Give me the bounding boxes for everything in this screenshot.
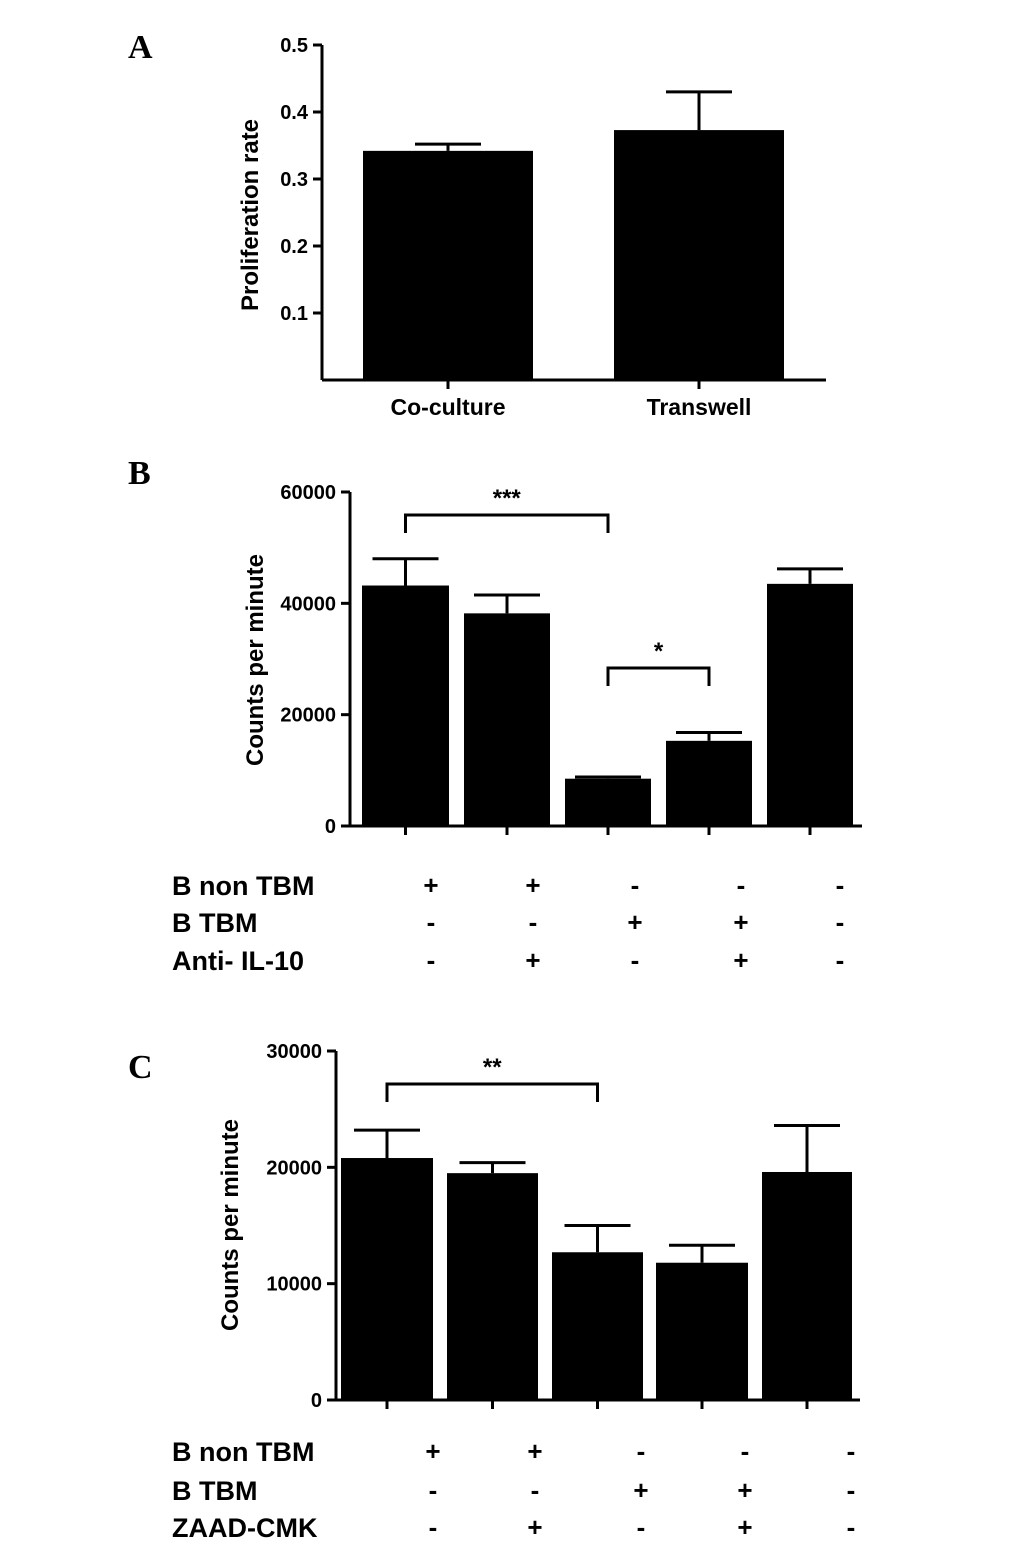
bar [762,1171,852,1400]
condition-sign: - [631,870,640,900]
condition-sign: + [423,870,438,900]
condition-sign: + [525,870,540,900]
significance-bracket [606,666,711,686]
y-tick-label: 60000 [280,482,336,504]
bar [614,130,784,380]
condition-label: Anti- IL-10 [172,946,304,976]
bar [341,1158,433,1400]
significance-bracket [385,1082,599,1102]
y-tick-label: 20000 [266,1157,322,1179]
condition-sign: + [733,907,748,937]
bar [565,778,651,826]
bar [464,613,550,826]
bar [656,1262,748,1400]
condition-label: B TBM [172,908,257,938]
condition-sign: - [429,1512,438,1542]
condition-label: ZAAD-CMK [172,1513,318,1543]
condition-label: B non TBM [172,871,314,901]
condition-sign: + [425,1436,440,1466]
condition-sign: - [429,1475,438,1505]
x-tick-label: Transwell [647,394,752,420]
x-tick-label: Co-culture [391,394,506,420]
significance-label: * [654,638,664,665]
condition-sign: + [627,907,642,937]
y-axis-label: Proliferation rate [237,119,264,311]
condition-label: B TBM [172,1476,257,1506]
condition-sign: + [527,1436,542,1466]
panel-c: C Counts per minute 0 10000 20000 30000 ** B … [128,1041,860,1543]
condition-sign: - [631,945,640,975]
significance-label: ** [483,1054,502,1081]
condition-sign: + [525,945,540,975]
y-tick-label: 0 [325,816,336,838]
y-tick-label: 20000 [280,705,336,727]
panel-letter: C [128,1049,153,1086]
bar [363,150,533,380]
bar [552,1252,643,1400]
panel-a: A Proliferation rate 0.1 0.2 0.3 0.4 0.5 Co-c… [128,29,826,420]
condition-sign: - [529,907,538,937]
condition-sign: - [427,907,436,937]
condition-sign: + [737,1512,752,1542]
y-tick-label: 0.3 [280,169,308,191]
condition-sign: - [836,945,845,975]
condition-sign: - [847,1512,856,1542]
condition-sign: - [847,1436,856,1466]
y-tick-label: 30000 [266,1041,322,1063]
y-tick-label: 0 [311,1390,322,1412]
condition-sign: - [637,1512,646,1542]
condition-sign: - [836,870,845,900]
bar [362,585,449,826]
significance-bracket [404,513,610,533]
condition-sign: - [741,1436,750,1466]
y-tick-label: 40000 [280,593,336,615]
bar [447,1173,538,1400]
y-tick-label: 0.5 [280,35,308,57]
y-tick-label: 0.1 [280,303,308,325]
condition-sign: + [737,1475,752,1505]
bar [767,583,853,826]
condition-sign: - [737,870,746,900]
condition-sign: + [733,945,748,975]
condition-sign: - [427,945,436,975]
condition-sign: - [836,907,845,937]
condition-sign: + [527,1512,542,1542]
y-tick-label: 0.4 [280,102,309,124]
condition-sign: - [637,1436,646,1466]
condition-sign: - [847,1475,856,1505]
condition-label: B non TBM [172,1437,314,1467]
y-axis-label: Counts per minute [217,1119,244,1331]
panel-letter: B [128,455,151,492]
panel-letter: A [128,29,153,66]
condition-sign: + [633,1475,648,1505]
condition-sign: - [531,1475,540,1505]
y-tick-label: 0.2 [280,236,308,258]
y-tick-label: 10000 [266,1274,322,1296]
bar [666,740,752,826]
significance-label: *** [493,485,522,512]
y-axis-label: Counts per minute [242,554,269,766]
